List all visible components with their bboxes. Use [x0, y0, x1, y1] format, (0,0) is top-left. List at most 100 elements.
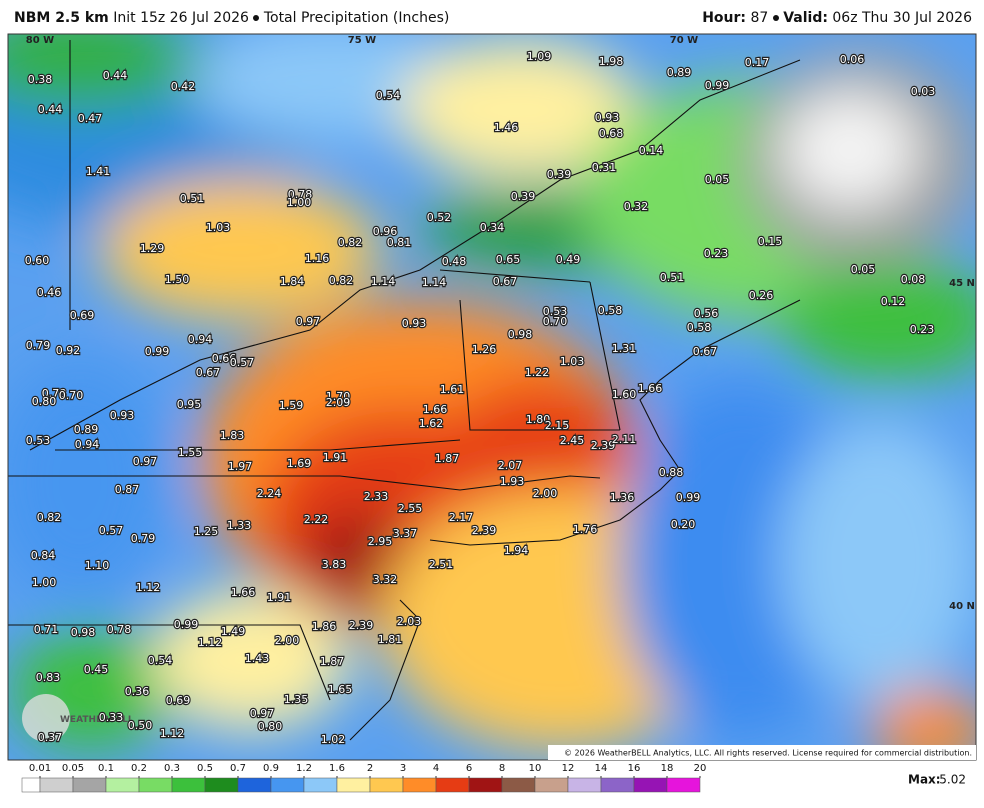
point-label: 1.87	[435, 452, 460, 465]
point-label: 0.66	[212, 352, 237, 365]
point-label: 0.93	[110, 409, 135, 422]
point-label: 0.23	[704, 247, 729, 260]
product: Total Precipitation (Inches)	[263, 10, 450, 26]
hour-label: Hour:	[702, 10, 747, 26]
point-label: 0.44	[38, 103, 63, 116]
point-label: 0.32	[624, 200, 649, 213]
point-label: 0.79	[26, 339, 51, 352]
legend-swatch	[270, 777, 305, 793]
point-label: 0.78	[42, 387, 67, 400]
point-label: 2.11	[612, 433, 637, 446]
valid-label: Valid:	[783, 10, 828, 26]
point-label: 1.83	[220, 429, 245, 442]
point-label: 0.54	[148, 654, 173, 667]
point-label: 0.36	[125, 685, 150, 698]
point-label: 1.61	[440, 383, 465, 396]
point-label: 1.76	[573, 523, 598, 536]
point-label: 1.91	[267, 591, 292, 604]
legend-swatch	[171, 777, 206, 793]
point-label: 1.41	[86, 165, 111, 178]
point-label: 1.66	[231, 586, 256, 599]
point-label: 0.20	[671, 518, 696, 531]
point-label: 0.53	[543, 305, 568, 318]
point-label: 0.60	[25, 254, 50, 267]
legend-label: 14	[595, 763, 608, 774]
separator	[253, 15, 260, 21]
point-label: 0.95	[177, 398, 202, 411]
logo-mark	[22, 694, 70, 742]
point-label: 0.50	[128, 719, 153, 732]
legend-swatch	[204, 777, 239, 793]
legend-label: 0.01	[29, 763, 51, 774]
point-label: 1.65	[328, 683, 353, 696]
point-label: 0.51	[660, 271, 685, 284]
point-label: 0.97	[133, 455, 158, 468]
point-label: 1.59	[279, 399, 304, 412]
point-label: 1.43	[245, 652, 270, 665]
legend-label: 12	[562, 763, 575, 774]
point-label: 1.66	[638, 382, 663, 395]
legend-swatch	[237, 777, 272, 793]
legend-swatch	[369, 777, 404, 793]
point-label: 0.05	[705, 173, 730, 186]
point-label: 1.91	[323, 451, 348, 464]
point-label: 0.33	[99, 711, 124, 724]
point-label: 3.37	[393, 527, 418, 540]
legend-swatch	[39, 777, 74, 793]
point-label: 2.24	[257, 487, 282, 500]
point-label: 0.71	[34, 623, 59, 636]
legend-label: 1.2	[296, 763, 312, 774]
point-label: 0.34	[480, 221, 505, 234]
point-label: 1.98	[599, 55, 624, 68]
point-label: 0.44	[103, 69, 128, 82]
point-label: 0.53	[26, 434, 51, 447]
point-label: 1.93	[500, 475, 525, 488]
point-label: 1.62	[419, 417, 444, 430]
geo-label: 45 N	[949, 278, 975, 289]
legend-swatch	[72, 777, 107, 793]
point-label: 0.92	[56, 344, 81, 357]
point-label: 3.32	[373, 573, 398, 586]
point-label: 0.68	[599, 127, 624, 140]
point-label: 0.52	[427, 211, 452, 224]
point-label: 0.98	[71, 626, 96, 639]
point-label: 1.29	[140, 242, 165, 255]
point-label: 1.69	[287, 457, 312, 470]
model: NBM 2.5 km	[14, 10, 109, 26]
separator	[772, 15, 779, 21]
legend-label: 20	[694, 763, 707, 774]
point-label: 0.79	[131, 532, 156, 545]
point-label: 0.39	[547, 168, 572, 181]
point-label: 2.17	[449, 511, 474, 524]
legend-label: 16	[628, 763, 641, 774]
point-label: 0.08	[901, 273, 926, 286]
point-label: 3.83	[322, 558, 347, 571]
point-label: 1.84	[280, 275, 305, 288]
header-right: Hour: 87 Valid: 06z Thu 30 Jul 2026	[702, 10, 972, 26]
point-label: 1.12	[198, 636, 223, 649]
precip-field	[8, 34, 976, 760]
legend-label: 0.7	[230, 763, 246, 774]
point-label: 1.66	[423, 403, 448, 416]
legend-label: 6	[466, 763, 472, 774]
point-label: 1.86	[312, 620, 337, 633]
point-label: 1.26	[472, 343, 497, 356]
point-label: 0.82	[338, 236, 363, 249]
point-label: 0.31	[592, 161, 617, 174]
point-label: 1.14	[371, 275, 396, 288]
point-label: 0.42	[171, 80, 196, 93]
max-value: 5.02	[939, 773, 966, 787]
point-label: 0.93	[595, 111, 620, 124]
point-label: 0.26	[749, 289, 774, 302]
point-label: 0.78	[107, 623, 132, 636]
point-label: 0.58	[687, 321, 712, 334]
point-labels: 0.38 0.44 0.42 0.44 0.47 0.54 1.09 1.98 0.89 0.17…	[24, 49, 937, 747]
point-label: 0.96	[373, 225, 398, 238]
point-label: 1.50	[165, 273, 190, 286]
logo: WEATHERBELL	[60, 715, 134, 725]
point-label: 2.95	[368, 535, 393, 548]
point-label: 0.54	[376, 89, 401, 102]
point-label: 1.02	[321, 733, 346, 746]
point-label: 2.33	[364, 490, 389, 503]
